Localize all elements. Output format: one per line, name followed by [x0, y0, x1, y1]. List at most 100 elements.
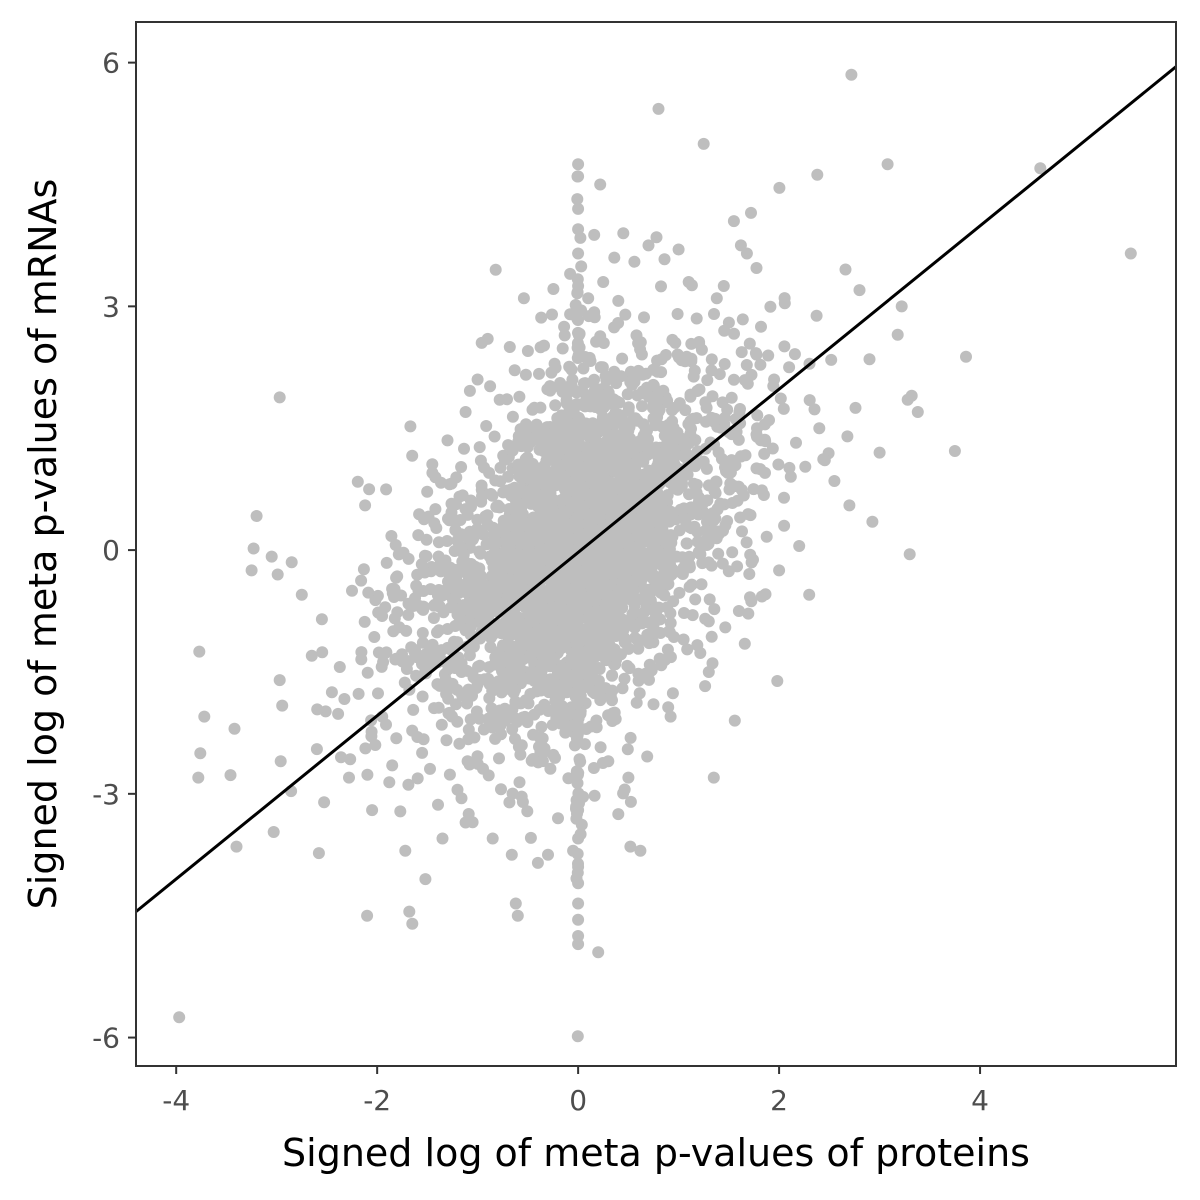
scatter-point	[560, 719, 573, 732]
scatter-point	[736, 313, 749, 326]
scatter-point	[664, 617, 677, 629]
scatter-point	[903, 548, 916, 561]
scatter-point	[530, 418, 543, 431]
scatter-point	[853, 284, 866, 297]
scatter-point	[494, 475, 507, 488]
scatter-point	[600, 627, 613, 640]
scatter-point	[653, 652, 666, 665]
scatter-point	[355, 574, 368, 587]
scatter-point	[538, 436, 551, 449]
scatter-point	[778, 491, 790, 504]
scatter-point	[273, 674, 286, 687]
scatter-point	[515, 537, 528, 550]
scatter-point	[701, 374, 714, 387]
scatter-point	[631, 389, 644, 402]
scatter-point	[521, 345, 534, 357]
scatter-point	[506, 554, 519, 567]
scatter-point	[446, 677, 459, 690]
scatter-point	[679, 355, 692, 368]
scatter-point	[541, 532, 554, 545]
scatter-point	[881, 158, 894, 171]
scatter-point	[431, 626, 443, 639]
scatter-point	[368, 631, 381, 643]
scatter-point	[600, 476, 613, 489]
scatter-point	[624, 840, 637, 853]
scatter-point	[535, 311, 548, 324]
scatter-point	[587, 762, 600, 774]
scatter-point	[547, 283, 560, 295]
scatter-point	[707, 509, 720, 522]
scatter-point	[590, 589, 603, 602]
scatter-point	[734, 403, 746, 415]
scatter-point	[679, 404, 692, 417]
scatter-point	[484, 641, 497, 654]
scatter-point	[617, 787, 630, 800]
scatter-point	[418, 549, 431, 562]
scatter-point	[584, 418, 597, 431]
scatter-point	[652, 102, 665, 115]
scatter-point	[570, 472, 583, 485]
scatter-point	[740, 536, 753, 549]
scatter-point	[572, 804, 585, 817]
scatter-point	[726, 546, 739, 559]
scatter-point	[612, 294, 625, 307]
scatter-point	[549, 751, 561, 764]
scatter-point	[245, 564, 258, 577]
scatter-point	[490, 597, 503, 610]
scatter-point	[516, 796, 529, 808]
scatter-point	[535, 720, 548, 733]
scatter-point	[658, 589, 671, 602]
scatter-point	[276, 699, 289, 712]
scatter-point	[628, 457, 641, 470]
scatter-point	[737, 489, 750, 502]
scatter-point	[716, 396, 729, 409]
scatter-point	[553, 707, 566, 720]
scatter-point	[643, 658, 656, 671]
scatter-point	[574, 755, 587, 768]
scatter-point	[828, 475, 841, 487]
scatter-point	[480, 538, 493, 551]
y-axis-title: Signed log of meta p-values of mRNAs	[21, 179, 65, 910]
scatter-point	[632, 337, 645, 350]
scatter-point	[573, 592, 586, 605]
scatter-point	[424, 762, 436, 775]
scatter-point	[771, 675, 784, 687]
scatter-point	[482, 769, 495, 782]
scatter-point	[608, 321, 621, 334]
scatter-point	[642, 390, 655, 403]
scatter-point	[803, 588, 816, 601]
scatter-point	[606, 669, 619, 682]
scatter-point	[541, 552, 553, 565]
scatter-point	[841, 430, 854, 443]
scatter-point	[645, 526, 658, 539]
scatter-point	[697, 137, 710, 150]
scatter-point	[661, 565, 674, 578]
scatter-point	[416, 746, 429, 759]
scatter-point	[495, 686, 508, 699]
x-axis-title: Signed log of meta p-values of proteins	[282, 1131, 1030, 1175]
scatter-point	[626, 608, 639, 621]
scatter-point	[511, 909, 524, 922]
scatter-point	[633, 687, 646, 700]
scatter-point	[572, 860, 585, 873]
scatter-point	[572, 897, 585, 910]
scatter-point	[759, 435, 772, 448]
scatter-point	[493, 752, 505, 765]
scatter-point	[571, 1030, 584, 1043]
scatter-point	[416, 627, 429, 639]
scatter-point	[699, 612, 712, 625]
scatter-point	[571, 491, 584, 504]
scatter-point	[192, 771, 205, 784]
scatter-point	[849, 401, 862, 414]
scatter-point	[610, 465, 623, 478]
scatter-point	[489, 263, 502, 276]
scatter-point	[473, 674, 486, 686]
scatter-point	[427, 599, 440, 612]
scatter-point	[682, 276, 695, 288]
scatter-point	[891, 328, 904, 341]
scatter-point	[740, 359, 753, 371]
y-tick-label: -3	[92, 778, 120, 811]
y-tick-label: 6	[102, 47, 120, 80]
scatter-point	[514, 662, 527, 675]
scatter-point	[845, 68, 858, 81]
